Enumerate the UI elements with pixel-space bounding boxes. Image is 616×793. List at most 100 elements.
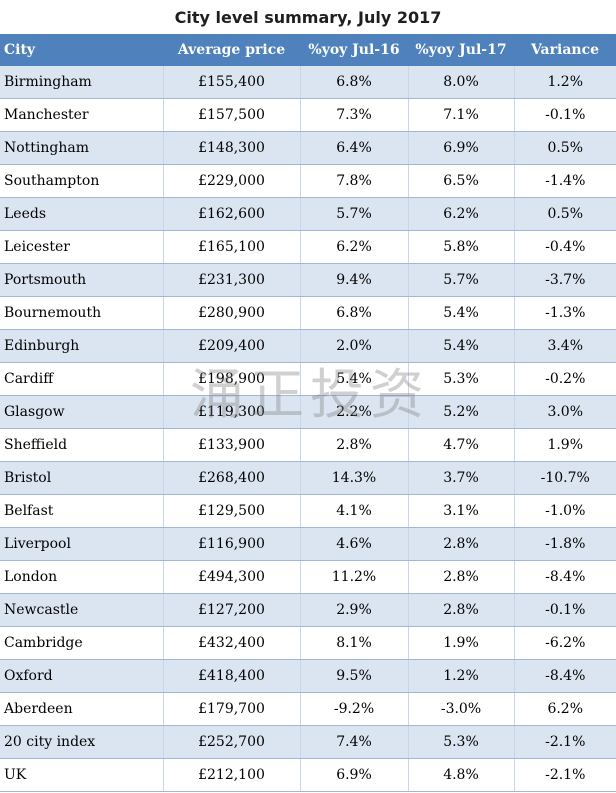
table-row: Cambridge £432,400 8.1% 1.9% -6.2% [0, 626, 616, 660]
cell-yoy-jul-16: 6.2% [299, 230, 408, 264]
cell-city: Liverpool [0, 527, 163, 561]
cell-yoy-jul-17: 6.5% [407, 164, 514, 198]
table-row: Southampton £229,000 7.8% 6.5% -1.4% [0, 164, 616, 198]
cell-variance: 0.5% [513, 131, 616, 165]
cell-city: London [0, 560, 163, 594]
cell-yoy-jul-16: 6.8% [299, 66, 408, 99]
cell-yoy-jul-17: 3.7% [407, 461, 514, 495]
cell-yoy-jul-16: 8.1% [299, 626, 408, 660]
cell-yoy-jul-17: 1.9% [407, 626, 514, 660]
table-row: Edinburgh £209,400 2.0% 5.4% 3.4% [0, 329, 616, 363]
cell-average-price: £280,900 [162, 296, 300, 330]
cell-average-price: £155,400 [162, 66, 300, 99]
cell-yoy-jul-17: 2.8% [407, 560, 514, 594]
cell-variance: -1.4% [513, 164, 616, 198]
cell-yoy-jul-17: 6.9% [407, 131, 514, 165]
cell-city: Cambridge [0, 626, 163, 660]
cell-yoy-jul-17: 7.1% [407, 98, 514, 132]
cell-yoy-jul-17: 5.8% [407, 230, 514, 264]
cell-yoy-jul-16: 9.4% [299, 263, 408, 297]
cell-average-price: £229,000 [162, 164, 300, 198]
cell-yoy-jul-16: 2.9% [299, 593, 408, 627]
cell-city: Southampton [0, 164, 163, 198]
cell-average-price: £162,600 [162, 197, 300, 231]
cell-yoy-jul-17: 5.3% [407, 362, 514, 396]
cell-average-price: £268,400 [162, 461, 300, 495]
column-header-city: City [0, 34, 163, 66]
cell-yoy-jul-17: 5.4% [407, 296, 514, 330]
table-row: Oxford £418,400 9.5% 1.2% -8.4% [0, 659, 616, 693]
cell-average-price: £179,700 [162, 692, 300, 726]
table-row: Sheffield £133,900 2.8% 4.7% 1.9% [0, 428, 616, 462]
cell-variance: -10.7% [513, 461, 616, 495]
cell-average-price: £494,300 [162, 560, 300, 594]
cell-variance: -3.7% [513, 263, 616, 297]
cell-yoy-jul-17: 5.4% [407, 329, 514, 363]
cell-variance: -1.3% [513, 296, 616, 330]
cell-yoy-jul-16: 7.8% [299, 164, 408, 198]
cell-variance: 3.0% [513, 395, 616, 429]
cell-variance: -0.4% [513, 230, 616, 264]
city-summary-table: City Average price %yoy Jul-16 %yoy Jul-… [0, 34, 616, 792]
table-row: Newcastle £127,200 2.9% 2.8% -0.1% [0, 593, 616, 627]
cell-yoy-jul-16: 11.2% [299, 560, 408, 594]
cell-city: Leeds [0, 197, 163, 231]
cell-variance: -1.8% [513, 527, 616, 561]
cell-yoy-jul-16: 7.4% [299, 725, 408, 759]
cell-variance: -0.1% [513, 98, 616, 132]
cell-city: Oxford [0, 659, 163, 693]
cell-yoy-jul-16: 2.8% [299, 428, 408, 462]
cell-yoy-jul-17: 8.0% [407, 66, 514, 99]
cell-yoy-jul-16: 4.6% [299, 527, 408, 561]
cell-average-price: £198,900 [162, 362, 300, 396]
cell-variance: -2.1% [513, 758, 616, 792]
table-row: Nottingham £148,300 6.4% 6.9% 0.5% [0, 131, 616, 165]
cell-yoy-jul-16: 7.3% [299, 98, 408, 132]
cell-average-price: £231,300 [162, 263, 300, 297]
cell-yoy-jul-17: 1.2% [407, 659, 514, 693]
cell-average-price: £133,900 [162, 428, 300, 462]
cell-yoy-jul-16: 6.4% [299, 131, 408, 165]
cell-city: 20 city index [0, 725, 163, 759]
cell-average-price: £165,100 [162, 230, 300, 264]
table-row: Belfast £129,500 4.1% 3.1% -1.0% [0, 494, 616, 528]
cell-average-price: £212,100 [162, 758, 300, 792]
cell-variance: -8.4% [513, 560, 616, 594]
table-row: Bristol £268,400 14.3% 3.7% -10.7% [0, 461, 616, 495]
table-row: 20 city index £252,700 7.4% 5.3% -2.1% [0, 725, 616, 759]
cell-yoy-jul-17: 4.7% [407, 428, 514, 462]
table-row: Portsmouth £231,300 9.4% 5.7% -3.7% [0, 263, 616, 297]
cell-variance: 0.5% [513, 197, 616, 231]
cell-yoy-jul-17: 6.2% [407, 197, 514, 231]
table-row: Aberdeen £179,700 -9.2% -3.0% 6.2% [0, 692, 616, 726]
cell-city: Nottingham [0, 131, 163, 165]
cell-yoy-jul-17: 5.2% [407, 395, 514, 429]
cell-average-price: £116,900 [162, 527, 300, 561]
cell-yoy-jul-16: 2.0% [299, 329, 408, 363]
cell-average-price: £119,300 [162, 395, 300, 429]
cell-variance: 3.4% [513, 329, 616, 363]
cell-variance: -0.2% [513, 362, 616, 396]
cell-yoy-jul-17: -3.0% [407, 692, 514, 726]
cell-yoy-jul-17: 5.7% [407, 263, 514, 297]
cell-variance: -0.1% [513, 593, 616, 627]
cell-yoy-jul-16: 4.1% [299, 494, 408, 528]
cell-yoy-jul-16: 9.5% [299, 659, 408, 693]
column-header-variance: Variance [514, 34, 616, 66]
table-title: City level summary, July 2017 [174, 8, 442, 27]
cell-average-price: £432,400 [162, 626, 300, 660]
table-row: UK £212,100 6.9% 4.8% -2.1% [0, 758, 616, 792]
cell-yoy-jul-17: 3.1% [407, 494, 514, 528]
cell-average-price: £129,500 [162, 494, 300, 528]
cell-yoy-jul-16: 2.2% [299, 395, 408, 429]
cell-city: Birmingham [0, 66, 163, 99]
cell-average-price: £209,400 [162, 329, 300, 363]
cell-city: Edinburgh [0, 329, 163, 363]
cell-city: Aberdeen [0, 692, 163, 726]
table-row: Liverpool £116,900 4.6% 2.8% -1.8% [0, 527, 616, 561]
cell-yoy-jul-17: 2.8% [407, 527, 514, 561]
column-header-average-price: Average price [163, 34, 300, 66]
cell-yoy-jul-17: 5.3% [407, 725, 514, 759]
cell-city: Leicester [0, 230, 163, 264]
